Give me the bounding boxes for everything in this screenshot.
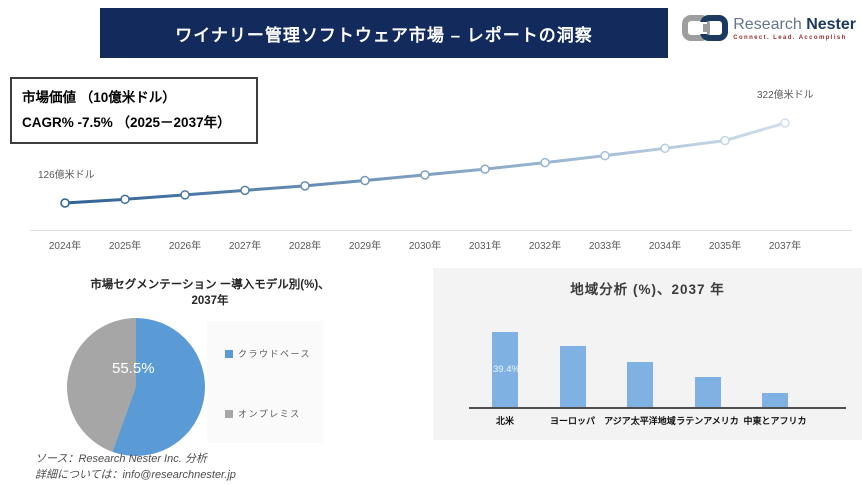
- line-end-value-label: 322億米ドル: [757, 90, 814, 101]
- data-point-2027年: [240, 185, 250, 196]
- legend-label-onpremise: オンプレミス: [238, 409, 301, 419]
- legend-item-cloud: クラウドベース: [225, 347, 311, 360]
- pie-legend: クラウドベース オンプレミス: [207, 321, 323, 443]
- x-tick-label: 2033年: [588, 241, 622, 252]
- brand-logo: Research Nester Connect. Lead. Accomplis…: [682, 13, 856, 43]
- bar-中東とアフリカ: [762, 393, 788, 407]
- data-point-2031年: [480, 164, 490, 174]
- brand-name-research: Research: [733, 15, 802, 33]
- data-point-2026年: [180, 190, 190, 200]
- deployment-model-pie-chart: [67, 318, 205, 456]
- legend-label-cloud: クラウドベース: [238, 349, 312, 359]
- x-axis-line: [30, 230, 852, 231]
- bar-category-label: ラテンアメリカ: [676, 416, 739, 426]
- x-tick-label: 2026年: [168, 241, 202, 252]
- x-tick-label: 2031年: [468, 241, 502, 252]
- source-note: ソース：Research Nester Inc. 分析: [35, 453, 207, 465]
- data-point-2033年: [600, 150, 610, 161]
- data-point-2025年: [120, 194, 130, 205]
- pie-title-line2: 2037年: [191, 295, 229, 307]
- bar-value-label: 39.4%: [493, 364, 520, 375]
- brand-text: Research Nester Connect. Lead. Accomplis…: [733, 16, 856, 41]
- x-tick-label: 2034年: [648, 241, 682, 252]
- legend-swatch-cloud: [225, 349, 233, 358]
- pie-title-line1: 市場セグメンテーション ー導入モデル別(%)、: [90, 279, 330, 291]
- x-tick-label: 2028年: [288, 241, 322, 252]
- bar-アジア太平洋地域: [627, 362, 653, 407]
- bar-category-label: 北米: [495, 416, 514, 426]
- bar-category-label: アジア太平洋地域: [604, 416, 676, 426]
- brand-name: Research Nester: [733, 16, 856, 33]
- contact-note: 詳細については：info@researchnester.jp: [35, 469, 236, 481]
- chain-link-logo-icon: [682, 15, 729, 41]
- x-tick-label: 2024年: [48, 241, 82, 252]
- bar-chart-baseline: [469, 407, 846, 409]
- footer: ソース：Research Nester Inc. 分析 詳細については：info…: [35, 451, 236, 483]
- page-title: ワイナリー管理ソフトウェア市場 – レポートの洞察: [175, 25, 593, 45]
- x-tick-label: 2030年: [408, 241, 442, 252]
- bar-category-label: 中東とアフリカ: [743, 416, 807, 426]
- market-value-box: 市場価値 （10億米ドル） CAGR% -7.5% （2025－2037年）: [10, 77, 258, 144]
- cagr-line: CAGR% -7.5% （2025－2037年）: [22, 115, 231, 130]
- data-point-2037年: [780, 118, 790, 128]
- x-tick-label: 2027年: [228, 241, 262, 252]
- x-tick-label: 2035年: [708, 241, 742, 252]
- brand-tagline: Connect. Lead. Accomplish: [733, 34, 847, 41]
- bar-北米: [492, 332, 518, 407]
- legend-item-onpremise: オンプレミス: [225, 407, 301, 420]
- legend-swatch-onpremise: [225, 409, 233, 418]
- data-point-2030年: [420, 170, 430, 180]
- data-point-2024年: [60, 198, 70, 208]
- market-value-line: 市場価値 （10億米ドル）: [22, 90, 176, 105]
- data-point-2034年: [660, 143, 670, 154]
- header-bar: ワイナリー管理ソフトウェア市場 – レポートの洞察: [100, 8, 668, 58]
- pie-slice-percentage-label: 55.5%: [112, 360, 155, 377]
- x-tick-label: 2025年: [108, 241, 142, 252]
- data-point-2029年: [360, 175, 370, 186]
- x-axis-tick-labels: 2024年 2025年 2026年 2027年 2028年 2029年 2030年 2031年…: [35, 237, 815, 252]
- line-path: [64, 121, 786, 205]
- bar-chart-title: 地域分析 (%)、2037 年: [570, 282, 725, 297]
- market-value-line-chart: [60, 118, 790, 208]
- x-tick-label: 2032年: [528, 241, 562, 252]
- x-tick-label: 2029年: [348, 241, 382, 252]
- line-series: [60, 118, 790, 208]
- line-start-value-label: 126億米ドル: [38, 170, 95, 181]
- data-point-2032年: [540, 157, 550, 168]
- pie-chart-title: 市場セグメンテーション ー導入モデル別(%)、 2037年: [55, 277, 365, 309]
- regional-analysis-panel: 地域分析 (%)、2037 年 北米 ヨーロッパ アジア太平洋地域 ラテンアメリカ 中東…: [433, 268, 862, 440]
- bar-ヨーロッパ: [559, 346, 586, 407]
- bar-category-label: ヨーロッパ: [549, 416, 595, 426]
- bar-ラテンアメリカ: [694, 377, 721, 407]
- data-point-2035年: [720, 135, 730, 146]
- x-tick-label: 2037年: [768, 241, 802, 252]
- brand-name-nester: Nester: [806, 15, 856, 33]
- data-point-2028年: [300, 181, 310, 191]
